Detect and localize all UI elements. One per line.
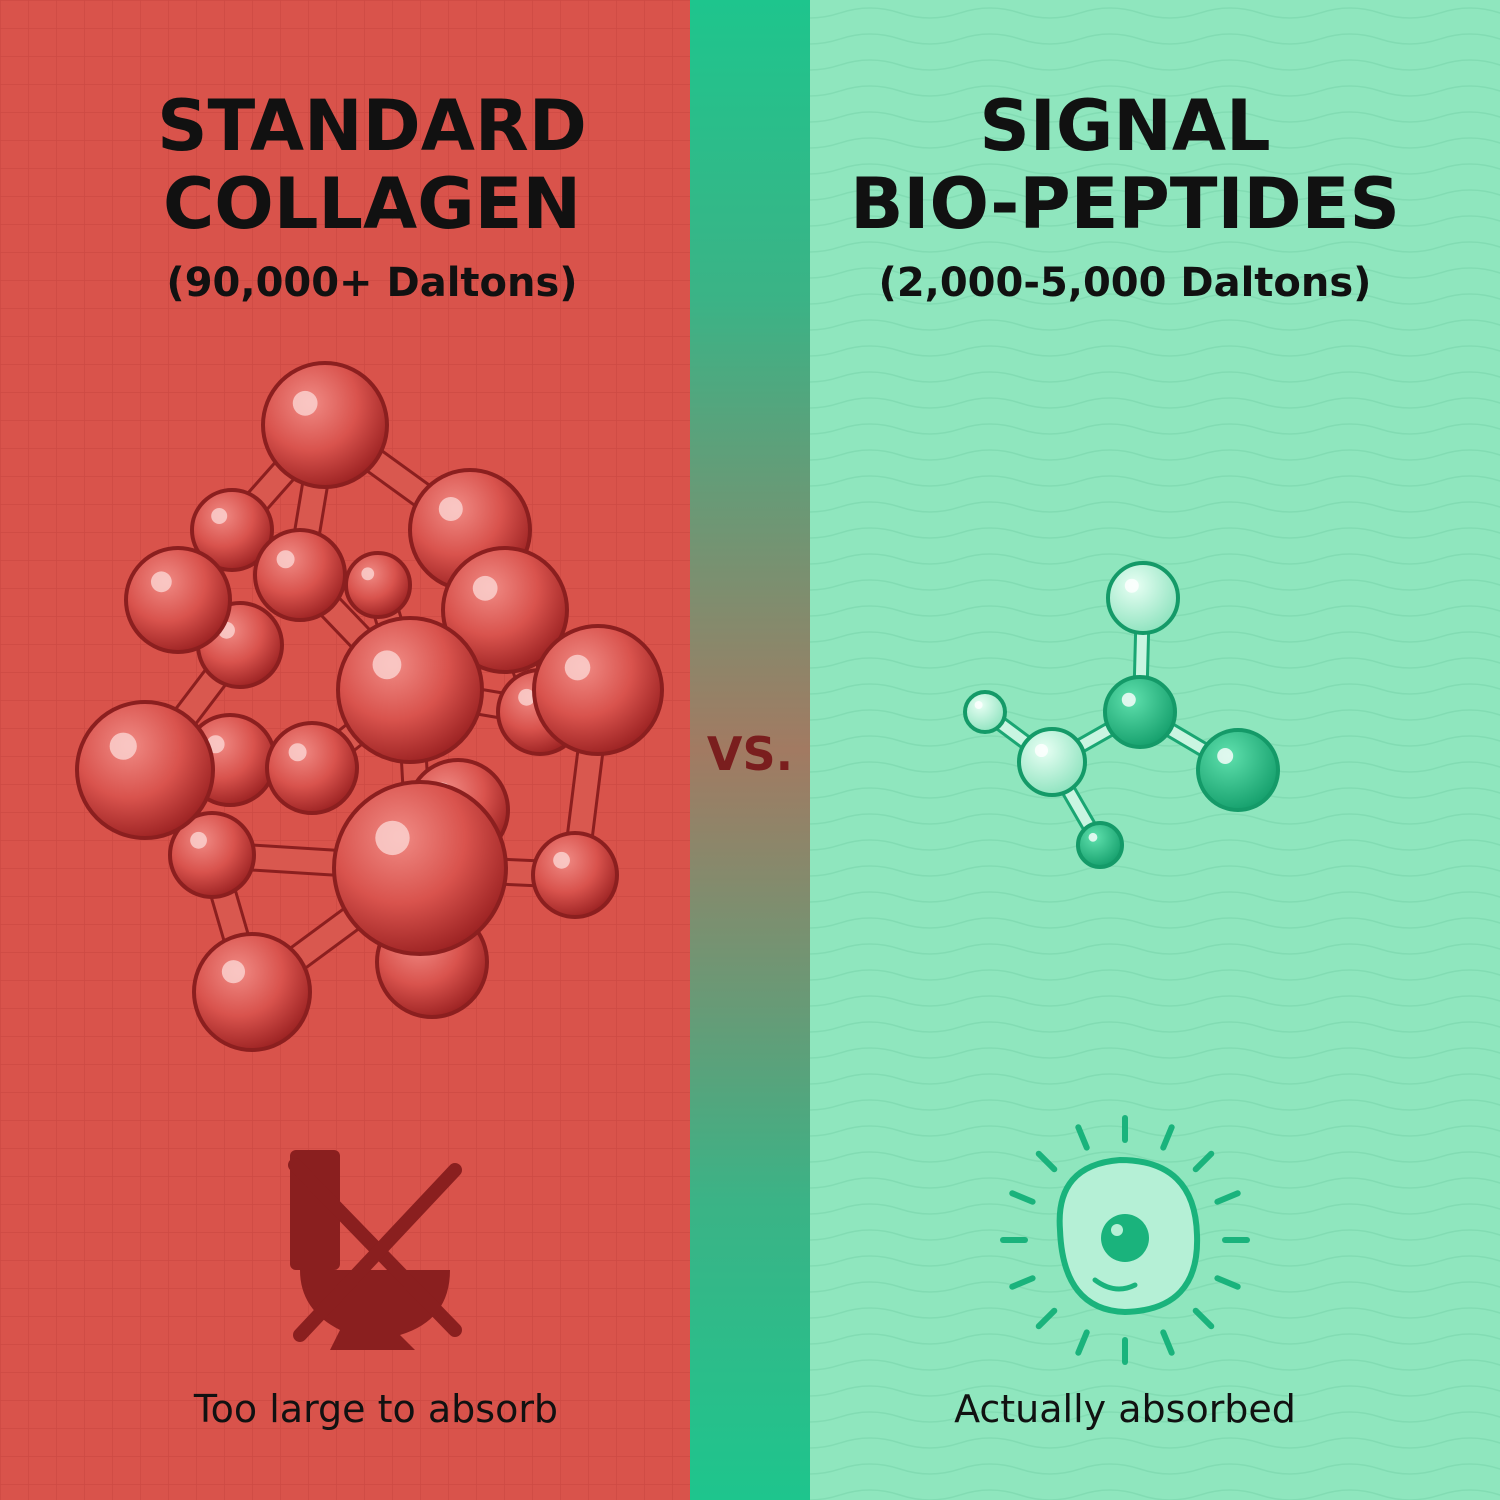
atom xyxy=(531,831,619,919)
atom-highlight xyxy=(1124,578,1139,593)
atom-highlight xyxy=(211,508,228,524)
small-molecule xyxy=(963,561,1280,869)
atom-highlight xyxy=(292,390,318,416)
atom-highlight xyxy=(974,701,983,709)
cell-ray xyxy=(1009,1190,1036,1205)
left-caption: Too large to absorb xyxy=(193,1387,558,1431)
atom xyxy=(1196,728,1280,812)
atom xyxy=(344,551,412,619)
atom xyxy=(336,616,484,764)
atom-highlight xyxy=(1088,832,1098,842)
atom xyxy=(1103,675,1177,749)
atom xyxy=(261,361,389,489)
cell-nucleus xyxy=(1101,1214,1149,1262)
right-caption: Actually absorbed xyxy=(954,1387,1296,1431)
atom-highlight xyxy=(518,688,535,706)
atom-highlight xyxy=(372,650,402,680)
atom xyxy=(168,811,256,899)
atom xyxy=(265,721,359,815)
atom-highlight xyxy=(472,575,498,601)
right-title-line: SIGNAL xyxy=(979,85,1270,167)
cell-organelle xyxy=(1092,1277,1138,1292)
atom xyxy=(1076,821,1124,869)
cell-ray xyxy=(1214,1275,1241,1290)
atom xyxy=(332,780,508,956)
atom xyxy=(190,488,274,572)
atom xyxy=(1017,727,1087,797)
cell-nucleus-highlight xyxy=(1111,1224,1123,1236)
atom xyxy=(532,624,664,756)
cell-absorbed-icon xyxy=(1000,1115,1250,1365)
atom-highlight xyxy=(375,820,410,856)
atom-highlight xyxy=(150,571,172,593)
cell-ray xyxy=(1160,1329,1175,1356)
atom-highlight xyxy=(288,743,307,762)
left-title-line: STANDARD xyxy=(157,85,587,167)
atom xyxy=(124,546,232,654)
cell-ray xyxy=(1160,1124,1175,1151)
atom xyxy=(441,546,569,674)
atom-highlight xyxy=(438,497,463,521)
cell-ray xyxy=(1075,1124,1090,1151)
cell-ray xyxy=(1192,1307,1215,1330)
cell-ray xyxy=(1009,1275,1036,1290)
atom-highlight xyxy=(553,851,570,869)
right-subtitle: (2,000-5,000 Daltons) xyxy=(879,260,1372,306)
atom xyxy=(1106,561,1180,635)
atom-highlight xyxy=(1217,748,1234,764)
cell-ray xyxy=(1035,1307,1058,1330)
atom xyxy=(963,690,1007,734)
atom-highlight xyxy=(1121,692,1136,707)
atom xyxy=(253,528,347,622)
toilet-crossed-icon xyxy=(288,1150,462,1350)
atom-highlight xyxy=(221,960,246,984)
atom-highlight xyxy=(1034,743,1049,758)
atom-highlight xyxy=(190,831,207,849)
divider-strip xyxy=(690,0,810,1500)
vs-label: VS. xyxy=(707,727,793,781)
atom-highlight xyxy=(109,732,137,760)
large-molecule xyxy=(75,361,664,1052)
right-title-line: BIO-PEPTIDES xyxy=(850,163,1400,245)
atom-highlight xyxy=(564,654,591,681)
cell-ray xyxy=(1035,1150,1058,1173)
left-subtitle: (90,000+ Daltons) xyxy=(166,260,577,306)
cell-ray xyxy=(1214,1190,1241,1205)
cell-ray xyxy=(1075,1329,1090,1356)
cross-line xyxy=(293,1163,462,1342)
left-title-line: COLLAGEN xyxy=(163,163,581,245)
atom-highlight xyxy=(361,567,375,581)
cell-ray xyxy=(1192,1150,1215,1173)
atom xyxy=(192,932,312,1052)
atom xyxy=(75,700,215,840)
atom-highlight xyxy=(276,550,295,569)
